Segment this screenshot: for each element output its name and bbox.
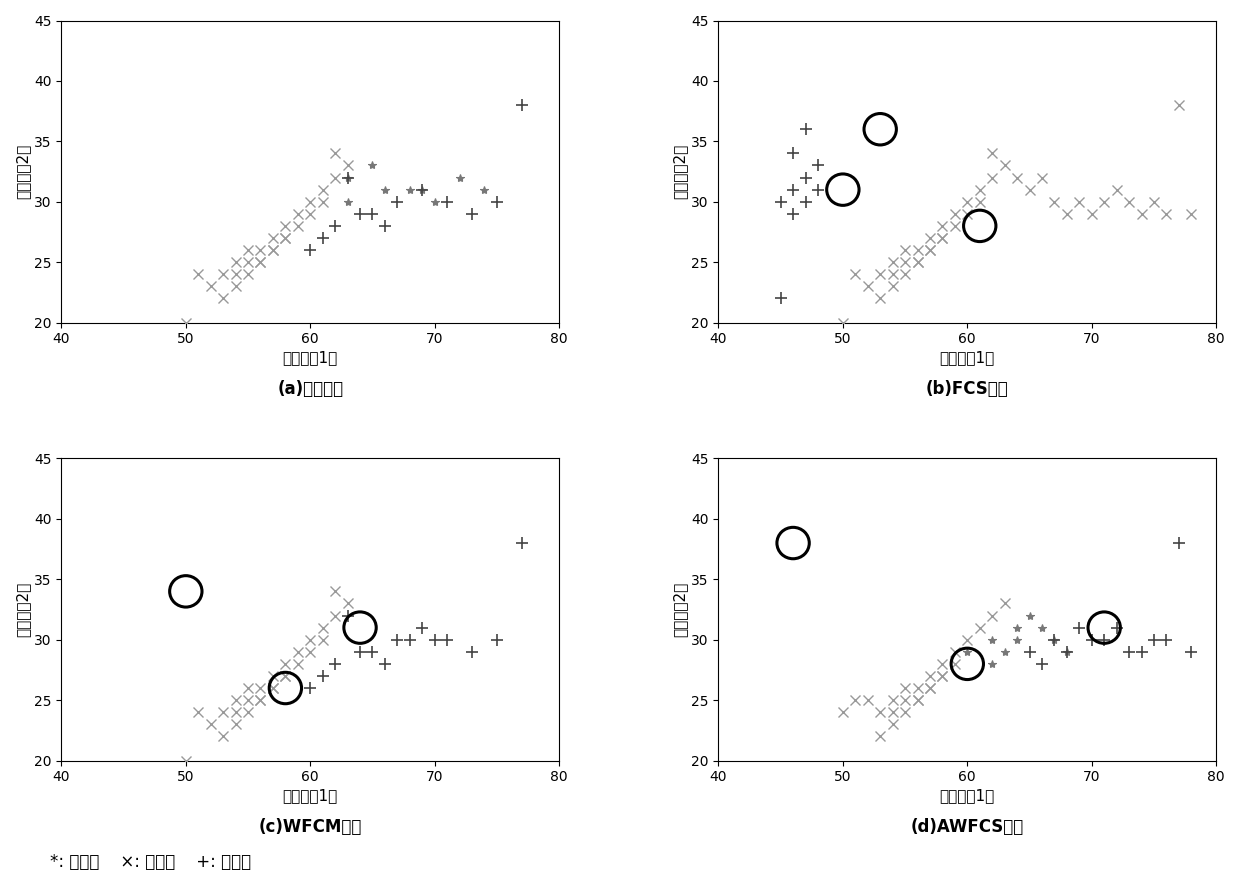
Y-axis label: 样本的第2维: 样本的第2维 — [15, 582, 30, 637]
X-axis label: 样本的第1维: 样本的第1维 — [940, 350, 994, 365]
Text: (a)原始数据: (a)原始数据 — [278, 380, 343, 398]
Text: (d)AWFCS算法: (d)AWFCS算法 — [910, 818, 1024, 836]
Text: (b)FCS算法: (b)FCS算法 — [926, 380, 1008, 398]
Y-axis label: 样本的第2维: 样本的第2维 — [15, 144, 30, 199]
X-axis label: 样本的第1维: 样本的第1维 — [940, 788, 994, 803]
X-axis label: 样本的第1维: 样本的第1维 — [283, 788, 337, 803]
X-axis label: 样本的第1维: 样本的第1维 — [283, 350, 337, 365]
Text: (c)WFCM算法: (c)WFCM算法 — [259, 818, 362, 836]
Y-axis label: 样本的第2维: 样本的第2维 — [672, 582, 687, 637]
Y-axis label: 样本的第2维: 样本的第2维 — [672, 144, 687, 199]
Text: *: 第一类    ×: 第二类    +: 第三类: *: 第一类 ×: 第二类 +: 第三类 — [50, 854, 250, 871]
